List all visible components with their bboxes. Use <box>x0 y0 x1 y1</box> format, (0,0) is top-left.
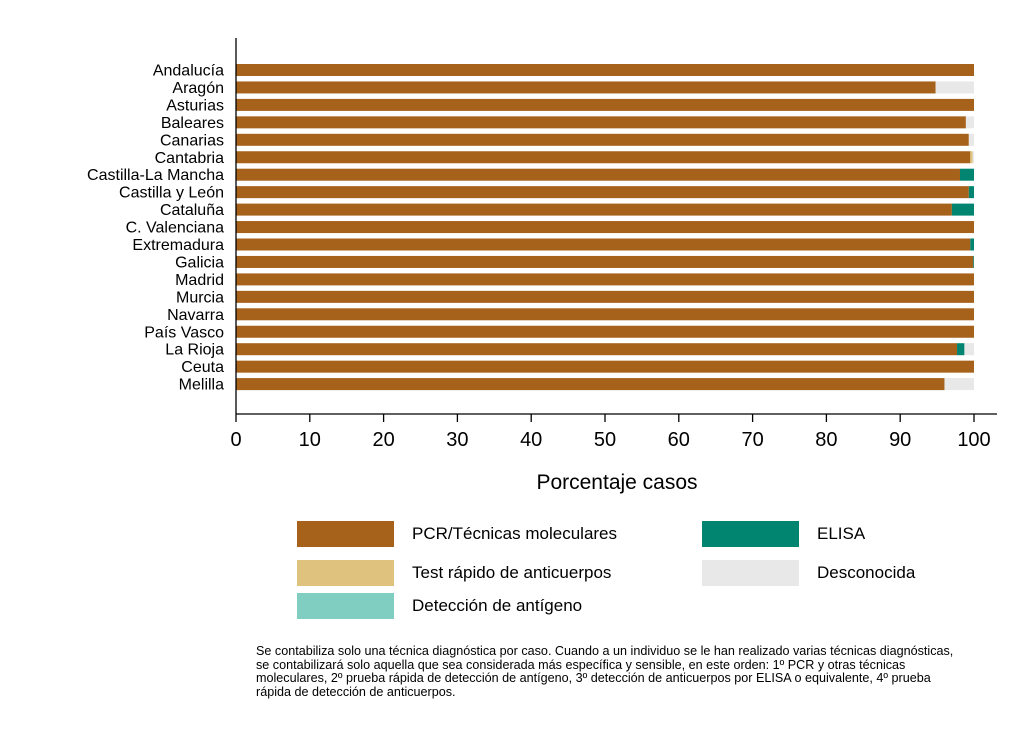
x-tick-label: 70 <box>741 429 763 451</box>
bar-segment <box>964 343 974 356</box>
y-tick-label: Navarra <box>167 307 224 324</box>
y-tick-label: C. Valenciana <box>126 220 225 237</box>
bar-segment <box>236 273 974 286</box>
bar-segment <box>970 151 973 164</box>
x-tick-label: 40 <box>520 429 542 451</box>
bar-segment <box>236 186 969 199</box>
bar-segment <box>972 151 974 164</box>
y-tick-label: Castilla-La Mancha <box>87 167 224 184</box>
y-tick-label: Galicia <box>175 254 224 271</box>
bar-segment <box>236 116 966 129</box>
y-tick-label: País Vasco <box>144 324 224 341</box>
bar-segment <box>236 325 974 338</box>
bar-segment <box>236 203 952 216</box>
bar-segment <box>236 151 971 164</box>
bar-segment <box>970 238 974 251</box>
bar-segment <box>951 203 974 216</box>
bar-segment <box>236 133 969 146</box>
bar-segment <box>236 290 974 303</box>
bar-segment <box>965 116 974 129</box>
bar-segment <box>236 360 974 373</box>
x-axis: 0 10 20 30 40 50 60 70 80 90 100 <box>230 38 997 451</box>
bar-segment <box>236 168 960 181</box>
y-tick-label: La Rioja <box>165 342 224 359</box>
bar-segment <box>236 378 945 391</box>
x-axis-title: Porcentaje casos <box>536 471 697 494</box>
y-tick-label: Madrid <box>175 272 224 289</box>
y-tick-label: Asturias <box>166 97 224 114</box>
y-tick-label: Aragón <box>172 80 224 97</box>
y-axis-labels: AndalucíaAragónAsturiasBalearesCanariasC… <box>87 63 224 394</box>
bar-segment <box>236 98 974 111</box>
bar-segment <box>968 133 974 146</box>
y-tick-label: Andalucía <box>153 63 224 80</box>
bar-segment <box>236 343 958 356</box>
bar-segment <box>236 255 974 268</box>
bar-segment <box>968 186 974 199</box>
bar-segment <box>944 378 974 391</box>
bar-segment <box>973 255 974 268</box>
y-tick-label: Murcia <box>176 289 224 306</box>
bars-group <box>236 64 974 391</box>
y-tick-label: Cataluña <box>160 202 224 219</box>
x-tick-label: 10 <box>299 429 321 451</box>
x-tick-label: 80 <box>815 429 837 451</box>
y-tick-label: Ceuta <box>181 359 224 376</box>
bar-segment <box>236 221 974 234</box>
footnote: Se contabiliza solo una técnica diagnóst… <box>256 644 954 699</box>
x-tick-label: 20 <box>372 429 394 451</box>
y-tick-label: Canarias <box>160 132 224 149</box>
x-tick-label: 90 <box>889 429 911 451</box>
x-tick-label: 50 <box>594 429 616 451</box>
y-tick-label: Melilla <box>179 377 224 394</box>
y-tick-label: Extremadura <box>132 237 224 254</box>
bar-segment <box>959 168 974 181</box>
x-tick-label: 30 <box>446 429 468 451</box>
x-tick-label: 0 <box>230 429 241 451</box>
bar-segment <box>236 308 974 321</box>
bar-segment <box>935 81 974 94</box>
y-tick-label: Castilla y León <box>119 185 224 202</box>
bar-segment <box>957 343 965 356</box>
y-tick-label: Cantabria <box>155 150 224 167</box>
bar-segment <box>236 64 974 76</box>
y-tick-label: Baleares <box>161 115 224 132</box>
x-tick-label: 100 <box>957 429 990 451</box>
bar-segment <box>236 81 936 94</box>
bar-segment <box>236 238 971 251</box>
x-tick-label: 60 <box>668 429 690 451</box>
